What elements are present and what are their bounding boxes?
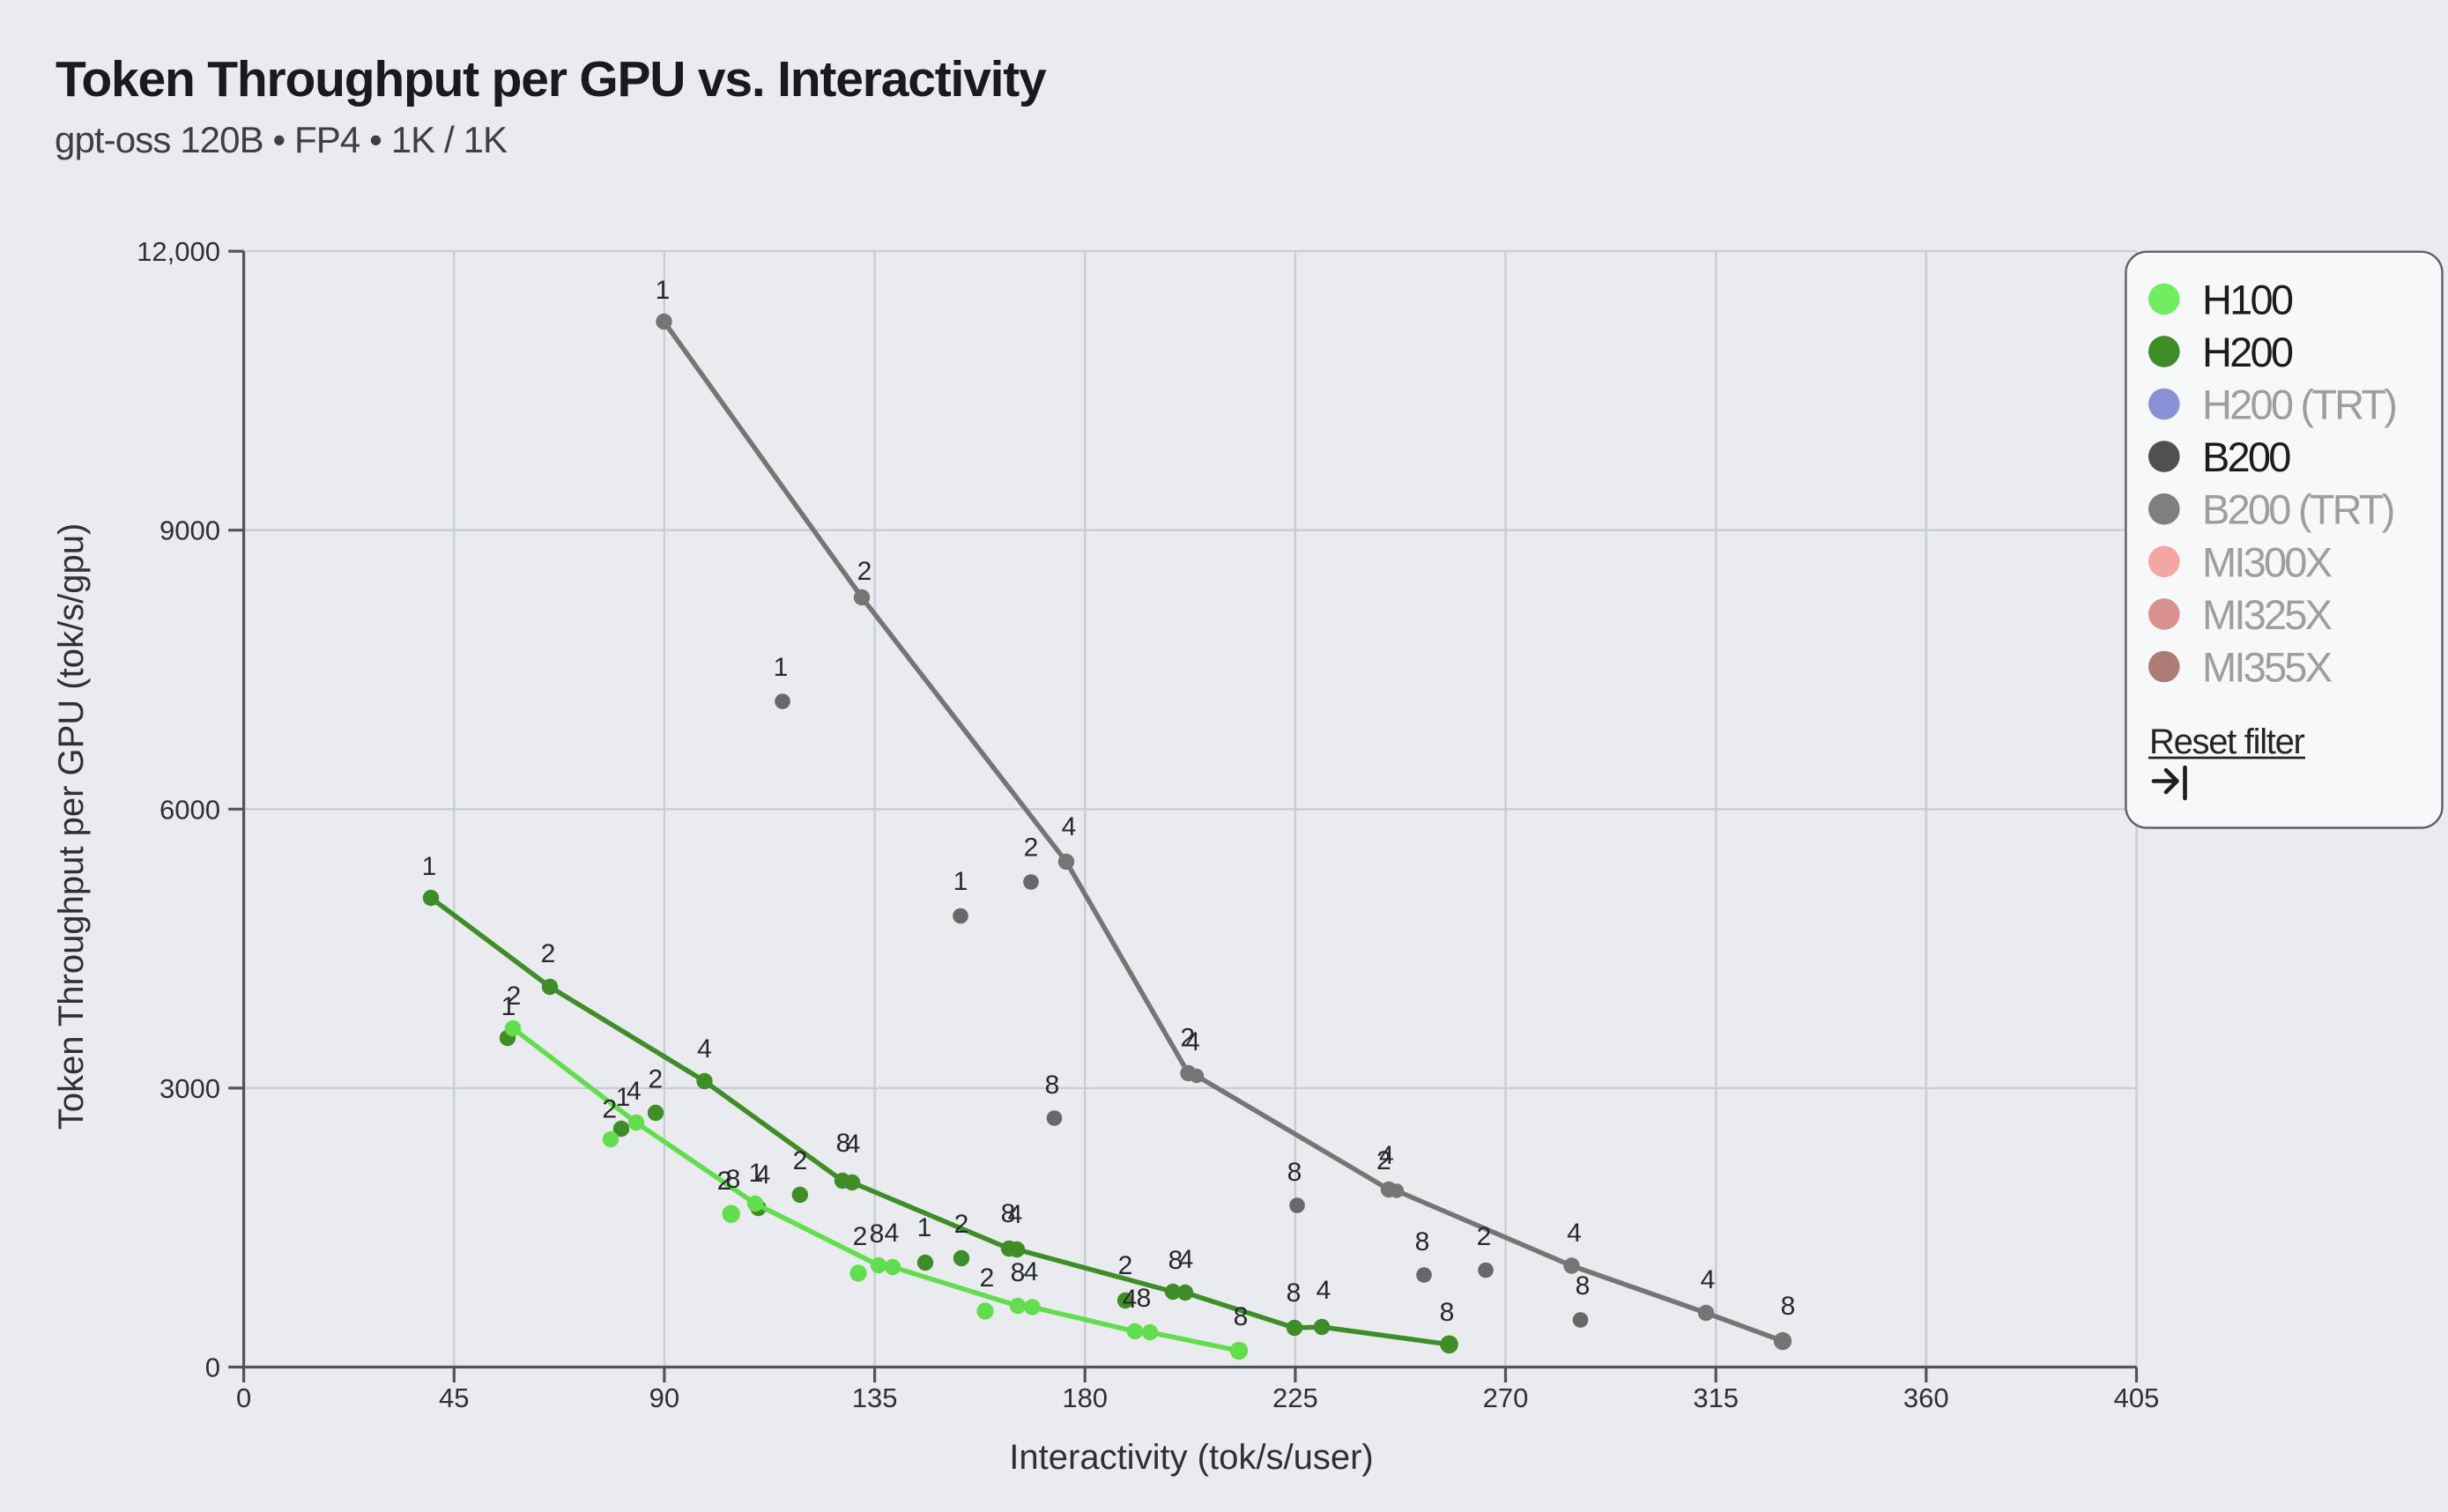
svg-text:1: 1: [656, 276, 671, 305]
svg-text:4: 4: [627, 1077, 642, 1106]
svg-text:4: 4: [1024, 1257, 1039, 1286]
svg-text:4: 4: [756, 1160, 771, 1190]
svg-text:2: 2: [1118, 1251, 1133, 1280]
svg-text:4: 4: [1008, 1200, 1023, 1229]
svg-text:8: 8: [1781, 1292, 1796, 1321]
svg-text:Token Throughput per GPU (tok/: Token Throughput per GPU (tok/s/gpu): [52, 523, 91, 1130]
svg-text:4: 4: [846, 1130, 861, 1159]
svg-text:8: 8: [1440, 1298, 1455, 1327]
svg-text:8: 8: [870, 1219, 885, 1249]
svg-text:8: 8: [726, 1165, 741, 1194]
svg-text:Token Throughput per GPU vs. I: Token Throughput per GPU vs. Interactivi…: [56, 51, 1047, 107]
svg-text:270: 270: [1483, 1382, 1529, 1413]
svg-text:8: 8: [1287, 1279, 1302, 1308]
svg-text:4: 4: [1317, 1276, 1332, 1305]
svg-text:2: 2: [507, 982, 522, 1011]
svg-text:1: 1: [749, 1159, 764, 1188]
svg-text:MI355X: MI355X: [2202, 644, 2333, 691]
svg-text:4: 4: [697, 1034, 712, 1064]
svg-text:4: 4: [1567, 1219, 1582, 1248]
svg-text:MI325X: MI325X: [2202, 591, 2333, 638]
svg-text:8: 8: [1137, 1284, 1152, 1313]
svg-text:MI300X: MI300X: [2202, 538, 2333, 585]
svg-text:2: 2: [1180, 1024, 1195, 1053]
svg-text:4: 4: [1185, 1027, 1200, 1056]
svg-text:180: 180: [1062, 1382, 1108, 1413]
svg-text:90: 90: [649, 1382, 679, 1413]
svg-text:4: 4: [1123, 1285, 1138, 1314]
svg-text:8: 8: [1415, 1227, 1430, 1256]
svg-text:9000: 9000: [159, 515, 220, 546]
svg-text:2: 2: [857, 557, 872, 586]
svg-text:405: 405: [2114, 1382, 2160, 1413]
svg-text:4: 4: [1379, 1141, 1394, 1170]
svg-text:135: 135: [852, 1382, 898, 1413]
svg-text:315: 315: [1693, 1382, 1739, 1413]
svg-text:2: 2: [602, 1094, 617, 1123]
svg-text:1: 1: [953, 867, 968, 896]
svg-text:12,000: 12,000: [137, 236, 220, 267]
svg-text:4: 4: [885, 1219, 900, 1248]
svg-text:1: 1: [501, 992, 516, 1021]
svg-text:3000: 3000: [159, 1073, 220, 1104]
svg-text:8: 8: [1576, 1271, 1591, 1301]
svg-text:1: 1: [422, 852, 437, 881]
svg-text:4: 4: [1701, 1265, 1716, 1294]
svg-text:H200: H200: [2202, 329, 2293, 375]
svg-text:0: 0: [236, 1382, 251, 1413]
svg-text:2: 2: [648, 1065, 663, 1094]
svg-text:2: 2: [1024, 834, 1039, 863]
svg-text:H100: H100: [2202, 276, 2293, 322]
svg-text:2: 2: [1477, 1222, 1492, 1251]
svg-text:2: 2: [1376, 1146, 1391, 1175]
svg-text:1: 1: [616, 1083, 631, 1112]
svg-text:B200: B200: [2202, 434, 2290, 480]
svg-text:8: 8: [1001, 1199, 1016, 1228]
svg-text:8: 8: [836, 1129, 851, 1158]
svg-text:360: 360: [1903, 1382, 1949, 1413]
svg-text:6000: 6000: [159, 794, 220, 825]
svg-text:2: 2: [541, 939, 556, 968]
svg-text:8: 8: [1045, 1071, 1060, 1100]
svg-text:2: 2: [717, 1167, 732, 1196]
svg-text:8: 8: [1168, 1246, 1183, 1275]
svg-text:B200 (TRT): B200 (TRT): [2202, 486, 2393, 533]
svg-text:Interactivity (tok/s/user): Interactivity (tok/s/user): [1009, 1438, 1373, 1477]
svg-text:0: 0: [205, 1353, 220, 1383]
svg-text:2: 2: [980, 1264, 995, 1293]
svg-text:2: 2: [954, 1210, 969, 1239]
svg-text:H200 (TRT): H200 (TRT): [2202, 382, 2395, 428]
svg-text:1: 1: [774, 653, 789, 682]
svg-text:gpt-oss 120B • FP4 • 1K / 1K: gpt-oss 120B • FP4 • 1K / 1K: [55, 119, 508, 160]
svg-text:2: 2: [793, 1146, 808, 1175]
svg-text:2: 2: [853, 1222, 868, 1251]
svg-text:4: 4: [1179, 1245, 1194, 1274]
svg-text:45: 45: [439, 1382, 469, 1413]
svg-text:Reset filter: Reset filter: [2149, 723, 2305, 761]
svg-text:8: 8: [1234, 1302, 1249, 1331]
svg-text:8: 8: [1287, 1158, 1302, 1187]
svg-text:1: 1: [917, 1213, 932, 1242]
svg-text:4: 4: [1062, 812, 1077, 841]
svg-text:225: 225: [1272, 1382, 1318, 1413]
svg-text:8: 8: [1011, 1258, 1026, 1287]
